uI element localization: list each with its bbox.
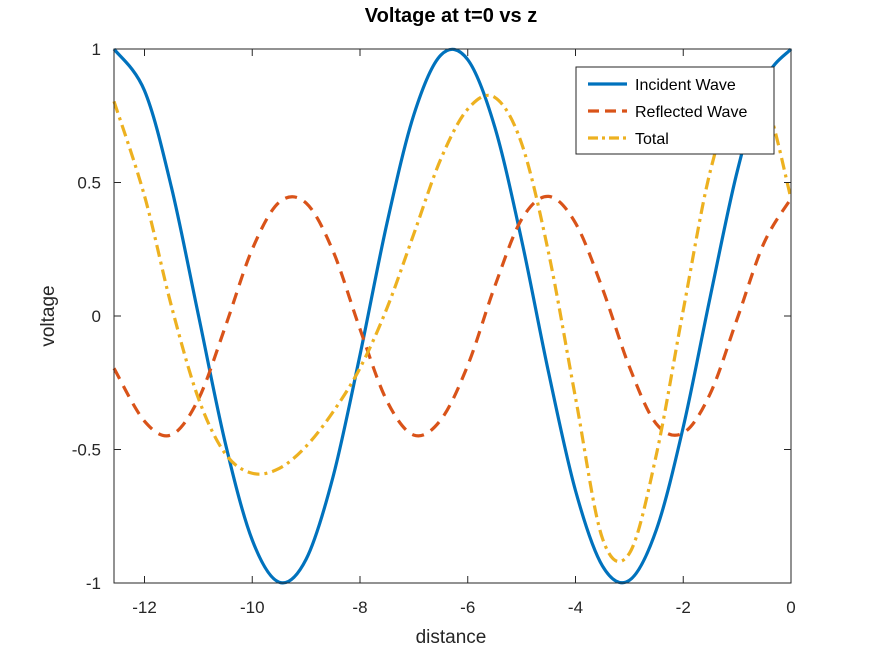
y-tick-label: -1	[86, 574, 101, 593]
y-tick-label: 0	[92, 307, 101, 326]
legend: Incident Wave Reflected Wave Total	[575, 66, 775, 155]
series-line-2	[112, 194, 793, 438]
x-tick-label: 0	[786, 598, 795, 617]
legend-label-2: Reflected Wave	[635, 104, 747, 121]
legend-items: Incident Wave Reflected Wave Total	[588, 77, 747, 148]
x-tick-label: -12	[132, 598, 157, 617]
x-tick-label: -4	[568, 598, 583, 617]
y-axis-label: voltage	[38, 285, 59, 346]
series-line-3	[112, 83, 793, 564]
legend-label-1: Incident Wave	[635, 77, 736, 94]
x-tick-label: -6	[460, 598, 475, 617]
x-tick-label: -10	[240, 598, 265, 617]
x-tick-label: -2	[676, 598, 691, 617]
y-tick-label: 0.5	[77, 174, 101, 193]
x-axis-label: distance	[416, 627, 487, 648]
chart-title: Voltage at t=0 vs z	[365, 5, 537, 27]
ticks-layer: -12 -10 -8 -6 -4 -2 0 -1 -0.5 0 0.5 1	[72, 40, 796, 617]
y-tick-label: 1	[92, 40, 101, 59]
y-tick-label: -0.5	[72, 441, 101, 460]
x-tick-label: -8	[352, 598, 367, 617]
legend-label-3: Total	[635, 131, 669, 148]
